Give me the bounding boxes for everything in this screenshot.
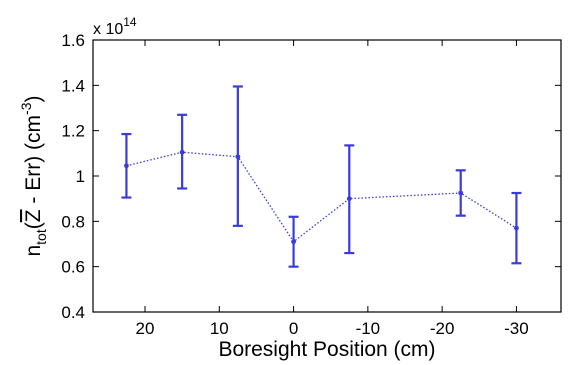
data-point (514, 225, 519, 231)
y-title-zbar: Z (22, 209, 45, 222)
x-tick-label: -30 (504, 319, 529, 338)
y-tick-label: 1.6 (61, 31, 85, 50)
y-title-paren: ( (22, 222, 45, 229)
y-tick-label: 1.4 (61, 76, 85, 95)
y-axis-title: ntot(Z - Err) (cm-3) (18, 95, 49, 256)
series-layer (121, 85, 522, 268)
y-title-after-z: - Err) (cm (22, 115, 45, 209)
axis-ticks (93, 39, 561, 313)
x-tick-label: 0 (289, 319, 298, 338)
x-tick-label: 10 (210, 319, 229, 338)
y-title-sub: tot (33, 229, 49, 245)
x-tick-label: -10 (356, 319, 381, 338)
y-axis-multiplier: x 1014 (93, 15, 137, 38)
y-multiplier-exp: 14 (123, 15, 137, 29)
y-tick-label: 0.6 (61, 258, 85, 277)
data-point (291, 239, 296, 245)
data-point (235, 154, 241, 160)
y-multiplier-base: x 10 (93, 21, 123, 38)
series-line (126, 151, 517, 243)
y-tick-label: 1.2 (61, 122, 85, 141)
data-point (124, 163, 129, 169)
y-title-close: ) (22, 95, 45, 102)
x-axis-title: Boresight Position (cm) (218, 338, 435, 361)
data-point (346, 196, 352, 202)
tick-labels: 20 10 0 -10 -20 -30 0.4 0.6 0.8 1 1.2 1.4 1.6 (61, 31, 528, 338)
y-title-exp: -3 (18, 102, 34, 115)
y-tick-label: 0.8 (61, 212, 85, 231)
data-point (458, 190, 464, 196)
y-tick-label: 0.4 (61, 303, 85, 322)
y-tick-label: 1 (76, 167, 85, 186)
plot-frame (92, 39, 562, 313)
x-tick-label: 20 (136, 319, 155, 338)
data-point (179, 149, 185, 155)
y-title-n: n (22, 245, 45, 257)
x-tick-label: -20 (430, 319, 455, 338)
